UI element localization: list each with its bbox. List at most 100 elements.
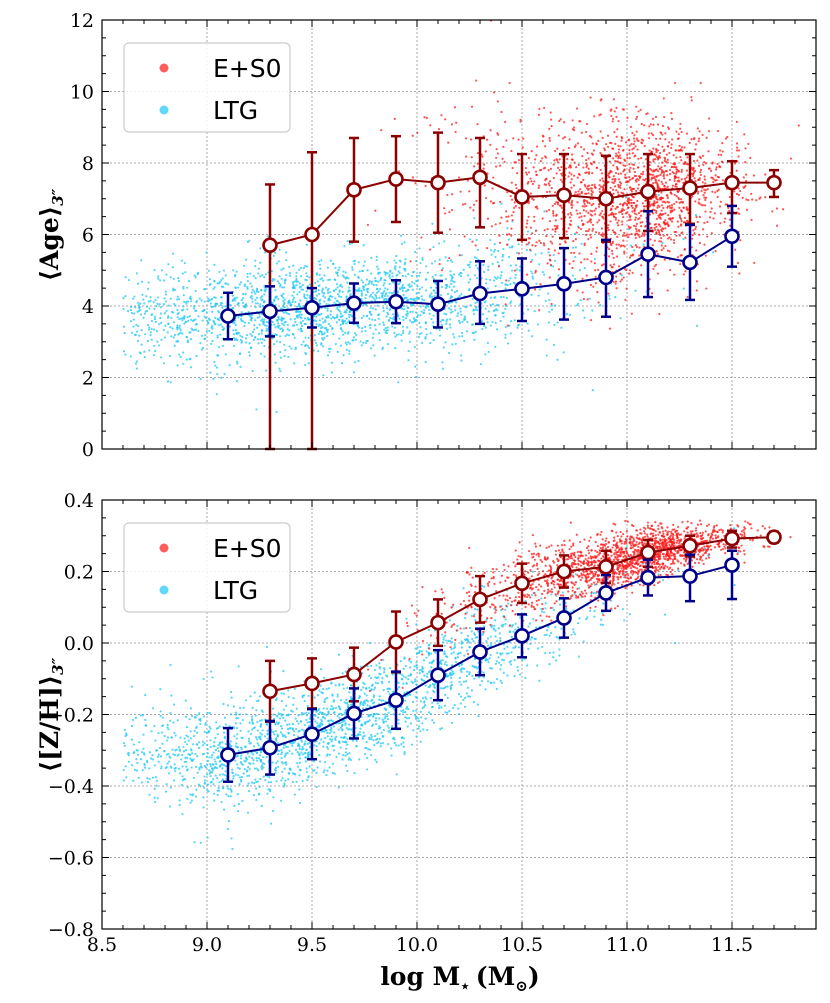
- ltg-point: [148, 349, 151, 352]
- es0-point: [571, 119, 574, 122]
- ltg-point: [315, 344, 319, 347]
- ltg-point: [282, 299, 285, 303]
- es0-point: [632, 167, 635, 170]
- ltg-point: [450, 282, 453, 286]
- ltg-point: [362, 244, 365, 247]
- ltg-point: [544, 607, 547, 610]
- ltg-point: [368, 317, 371, 320]
- es0-point: [574, 238, 577, 241]
- ltg-point: [204, 316, 208, 320]
- ltg-point: [355, 333, 358, 337]
- ltg-point: [401, 289, 404, 293]
- es0-point: [606, 134, 610, 137]
- ltg-point: [157, 296, 160, 299]
- es0-point: [661, 170, 664, 173]
- ltg-point: [328, 295, 331, 298]
- ltg-point: [307, 318, 311, 321]
- ltg-point: [299, 266, 303, 270]
- es0-point: [716, 189, 719, 193]
- ltg-point: [377, 268, 380, 271]
- ltg-point: [495, 277, 498, 280]
- es0-point: [612, 98, 615, 101]
- ltg-point: [517, 243, 520, 246]
- ltg-point: [460, 670, 463, 674]
- es0-point: [723, 220, 726, 224]
- ltg-point: [232, 269, 235, 272]
- es0-point: [525, 173, 529, 176]
- ltg-point: [229, 787, 232, 791]
- es0-point: [517, 138, 520, 141]
- es0-point: [598, 205, 601, 208]
- es0-point: [524, 166, 527, 170]
- ltg-point: [418, 321, 421, 325]
- es0-point: [659, 187, 662, 190]
- ltg-point: [430, 262, 434, 265]
- es0-point: [582, 148, 586, 151]
- es0-point: [721, 179, 724, 182]
- ltg-point: [273, 733, 276, 736]
- ltg-point: [137, 282, 140, 285]
- ltg-point: [250, 334, 254, 337]
- es0-point: [580, 219, 583, 222]
- ltg-point: [379, 279, 382, 282]
- es0-point: [504, 303, 507, 306]
- ltg-point: [354, 338, 357, 341]
- ltg-point: [507, 238, 510, 241]
- es0-point: [661, 124, 665, 128]
- es0-point: [693, 169, 697, 173]
- es0-point: [680, 168, 683, 171]
- ltg-point: [287, 689, 290, 692]
- es0-point: [454, 130, 457, 133]
- ltg-point: [232, 344, 236, 347]
- es0-point: [697, 164, 701, 167]
- es0-point: [638, 235, 641, 239]
- ltg-point: [401, 325, 405, 328]
- ltg-point: [391, 325, 394, 328]
- ltg-point: [421, 286, 424, 289]
- ltg-point: [278, 248, 281, 251]
- es0-point: [609, 213, 612, 216]
- es0-point: [602, 217, 605, 220]
- es0-point: [671, 184, 674, 187]
- ltg-point: [481, 327, 484, 331]
- ltg-point: [124, 295, 127, 298]
- ltg-point: [187, 739, 190, 742]
- ltg-point: [282, 323, 285, 327]
- ltg-point: [460, 683, 463, 686]
- es0-point: [543, 229, 546, 232]
- ltg-point: [414, 647, 417, 650]
- ltg-point: [481, 313, 485, 316]
- ltg-point: [195, 355, 198, 358]
- es0-point: [735, 169, 738, 172]
- ltg-point: [270, 269, 273, 273]
- es0-point: [411, 134, 414, 137]
- ltg-point: [215, 721, 218, 724]
- es0-point: [699, 81, 702, 85]
- ltg-point: [430, 317, 433, 321]
- ltg-bin-marker: [220, 308, 236, 324]
- ltg-point: [388, 291, 391, 294]
- es0-point: [598, 184, 601, 187]
- es0-point: [627, 201, 631, 204]
- ltg-point: [383, 298, 386, 301]
- ltg-point: [127, 278, 131, 282]
- ltg-point: [146, 777, 149, 780]
- es0-point: [580, 215, 583, 218]
- es0-point: [440, 114, 443, 117]
- ltg-point: [202, 806, 205, 809]
- ltg-point: [214, 760, 217, 763]
- es0-point: [576, 142, 580, 145]
- es0-point: [698, 241, 702, 245]
- ltg-point: [221, 277, 224, 280]
- es0-point: [590, 136, 593, 139]
- es0-point: [570, 173, 573, 176]
- ltg-point: [166, 316, 170, 319]
- ltg-point: [475, 238, 478, 242]
- ltg-point: [371, 291, 374, 294]
- ltg-point: [446, 259, 449, 262]
- ltg-point: [374, 717, 378, 720]
- ltg-point: [294, 320, 297, 324]
- ltg-point: [513, 282, 516, 285]
- ltg-point: [497, 249, 500, 252]
